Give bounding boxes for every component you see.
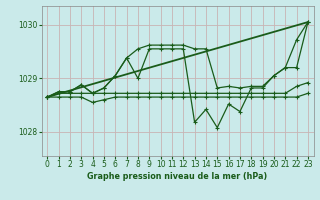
X-axis label: Graphe pression niveau de la mer (hPa): Graphe pression niveau de la mer (hPa)	[87, 172, 268, 181]
